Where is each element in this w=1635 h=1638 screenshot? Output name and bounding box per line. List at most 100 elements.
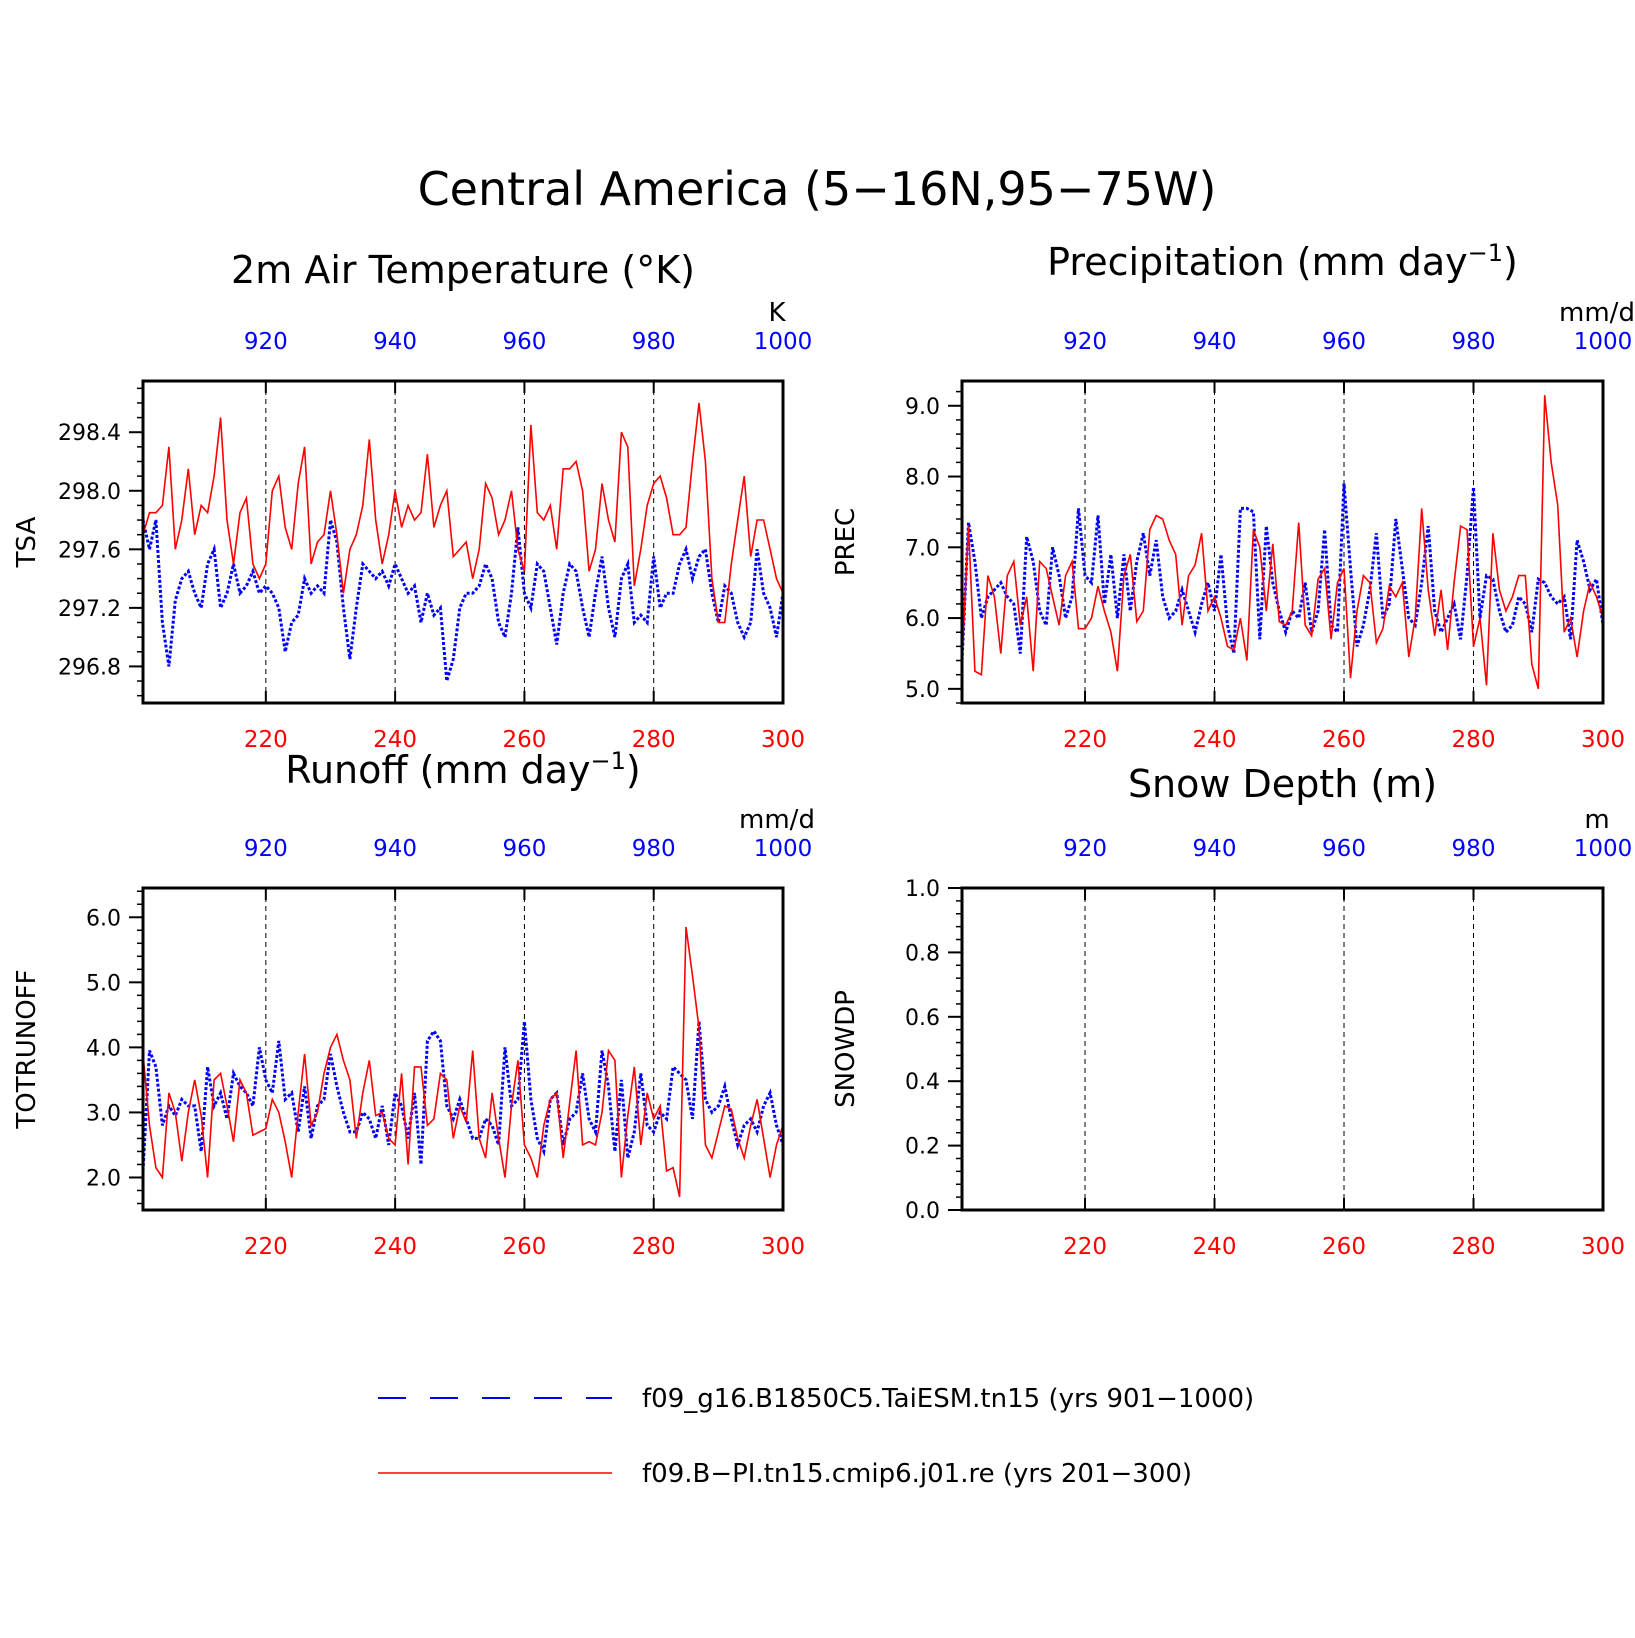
x-bottom-tick-label: 240: [373, 727, 417, 753]
y-tick-label: 298.0: [58, 480, 121, 505]
y-tick-label: 4.0: [86, 1036, 121, 1061]
x-top-tick-label: 940: [1193, 329, 1237, 355]
panel-title-main: Precipitation (mm day: [1047, 240, 1467, 284]
y-tick-label: 0.8: [905, 941, 940, 966]
panel-title: 2m Air Temperature (°K): [231, 248, 695, 292]
x-top-tick-label: 920: [1063, 329, 1107, 355]
x-top-tick-label: 960: [502, 329, 546, 355]
x-bottom-tick-label: 280: [1452, 727, 1496, 753]
panels: 2m Air Temperature (°K) K TSA 296.8 297.2 297…: [12, 239, 1635, 1260]
panel-title-main: 2m Air Temperature (°K): [231, 248, 695, 292]
x-bottom-tick-label: 220: [1063, 727, 1107, 753]
y-axis-label: TSA: [12, 516, 42, 568]
legend-label: f09.B−PI.tn15.cmip6.j01.re (yrs 201−300): [642, 1459, 1192, 1489]
panel-snowdp: Snow Depth (m) m SNOWDP 0.0 0.2 0.4 0.6 0.8 1.0 2…: [831, 762, 1632, 1260]
x-bottom-tick-label: 300: [1581, 1234, 1625, 1260]
y-tick-label: 3.0: [86, 1101, 121, 1126]
x-top-tick-label: 980: [632, 836, 676, 862]
panel-totrunoff: Runoff (mm day−1) mm/d TOTRUNOFF 2.0 3.0 4.0 5…: [12, 747, 815, 1260]
panel-prec: Precipitation (mm day−1) mm/d PREC 5.0 6.0 7.…: [831, 239, 1635, 753]
x-top-tick-label: 940: [373, 329, 417, 355]
x-bottom-tick-label: 260: [1322, 1234, 1366, 1260]
x-top-tick-label: 940: [1193, 836, 1237, 862]
x-top-tick-label: 960: [1322, 836, 1366, 862]
y-tick-label: 5.0: [905, 678, 940, 703]
x-bottom-tick-label: 220: [1063, 1234, 1107, 1260]
x-bottom-tick-label: 300: [761, 727, 805, 753]
legend-entry: f09.B−PI.tn15.cmip6.j01.re (yrs 201−300): [378, 1459, 1192, 1489]
x-bottom-tick-label: 300: [1581, 727, 1625, 753]
y-tick-label: 2.0: [86, 1166, 121, 1191]
y-tick-label: 0.6: [905, 1006, 940, 1031]
legend-entry: f09_g16.B1850C5.TaiESM.tn15 (yrs 901−100…: [378, 1384, 1254, 1414]
y-tick-label: 1.0: [905, 877, 940, 902]
y-tick-label: 9.0: [905, 395, 940, 420]
y-tick-label: 5.0: [86, 971, 121, 996]
x-top-tick-label: 960: [502, 836, 546, 862]
y-tick-label: 8.0: [905, 466, 940, 491]
y-tick-label: 7.0: [905, 536, 940, 561]
x-bottom-tick-label: 260: [1322, 727, 1366, 753]
x-bottom-tick-label: 280: [1452, 1234, 1496, 1260]
series-line-case1: [143, 519, 783, 682]
plot-frame: [141, 886, 785, 1212]
y-tick-label: 0.2: [905, 1135, 940, 1160]
panel-title: Snow Depth (m): [1128, 762, 1437, 806]
y-axis-label: SNOWDP: [831, 990, 861, 1108]
units-label: K: [768, 298, 786, 328]
x-top-tick-label: 1000: [754, 329, 813, 355]
panel-title-tail: ): [1503, 240, 1518, 284]
series-line-case1: [962, 483, 1603, 661]
y-axis-label: TOTRUNOFF: [12, 969, 42, 1129]
x-bottom-tick-label: 220: [244, 727, 288, 753]
series-line-case2: [962, 395, 1603, 690]
x-top-tick-label: 980: [632, 329, 676, 355]
x-top-tick-label: 920: [1063, 836, 1107, 862]
legend-label: f09_g16.B1850C5.TaiESM.tn15 (yrs 901−100…: [642, 1384, 1254, 1414]
plot-frame: [960, 886, 1605, 1212]
series-line-case2: [143, 926, 783, 1198]
y-tick-label: 296.8: [58, 655, 121, 680]
units-label: mm/d: [1559, 298, 1635, 328]
legend: f09_g16.B1850C5.TaiESM.tn15 (yrs 901−100…: [378, 1384, 1254, 1489]
y-tick-label: 297.2: [58, 597, 121, 622]
x-bottom-tick-label: 240: [373, 1234, 417, 1260]
x-top-tick-label: 980: [1452, 836, 1496, 862]
panel-title-main: Snow Depth (m): [1128, 762, 1437, 806]
panel-title-tail: ): [626, 748, 641, 792]
x-bottom-tick-label: 260: [502, 727, 546, 753]
panel-title-main: Runoff (mm day: [285, 748, 590, 792]
y-tick-label: 0.0: [905, 1199, 940, 1224]
x-top-tick-label: 1000: [754, 836, 813, 862]
series-line-case1: [143, 1021, 783, 1172]
y-tick-label: 298.4: [58, 421, 121, 446]
x-top-tick-label: 980: [1452, 329, 1496, 355]
panel-title-superscript: −1: [591, 747, 626, 775]
y-tick-label: 297.6: [58, 538, 121, 563]
y-tick-label: 6.0: [86, 906, 121, 931]
x-bottom-tick-label: 280: [632, 1234, 676, 1260]
plot-frame: [141, 379, 785, 705]
x-bottom-tick-label: 260: [502, 1234, 546, 1260]
units-label: m: [1584, 805, 1609, 835]
panel-tsa: 2m Air Temperature (°K) K TSA 296.8 297.2 297…: [12, 248, 812, 753]
x-top-tick-label: 940: [373, 836, 417, 862]
x-bottom-tick-label: 220: [244, 1234, 288, 1260]
x-top-tick-label: 1000: [1574, 836, 1633, 862]
panel-title: Precipitation (mm day−1): [1047, 239, 1518, 284]
x-top-tick-label: 1000: [1574, 329, 1633, 355]
x-bottom-tick-label: 240: [1193, 1234, 1237, 1260]
x-top-tick-label: 920: [244, 836, 288, 862]
x-bottom-tick-label: 280: [632, 727, 676, 753]
x-bottom-tick-label: 240: [1193, 727, 1237, 753]
units-label: mm/d: [739, 805, 815, 835]
y-tick-label: 0.4: [905, 1070, 940, 1095]
plot-frame: [960, 379, 1605, 705]
figure-title: Central America (5−16N,95−75W): [418, 162, 1217, 216]
y-tick-label: 6.0: [905, 607, 940, 632]
x-bottom-tick-label: 300: [761, 1234, 805, 1260]
x-top-tick-label: 960: [1322, 329, 1366, 355]
panel-title: Runoff (mm day−1): [285, 747, 640, 792]
x-top-tick-label: 920: [244, 329, 288, 355]
